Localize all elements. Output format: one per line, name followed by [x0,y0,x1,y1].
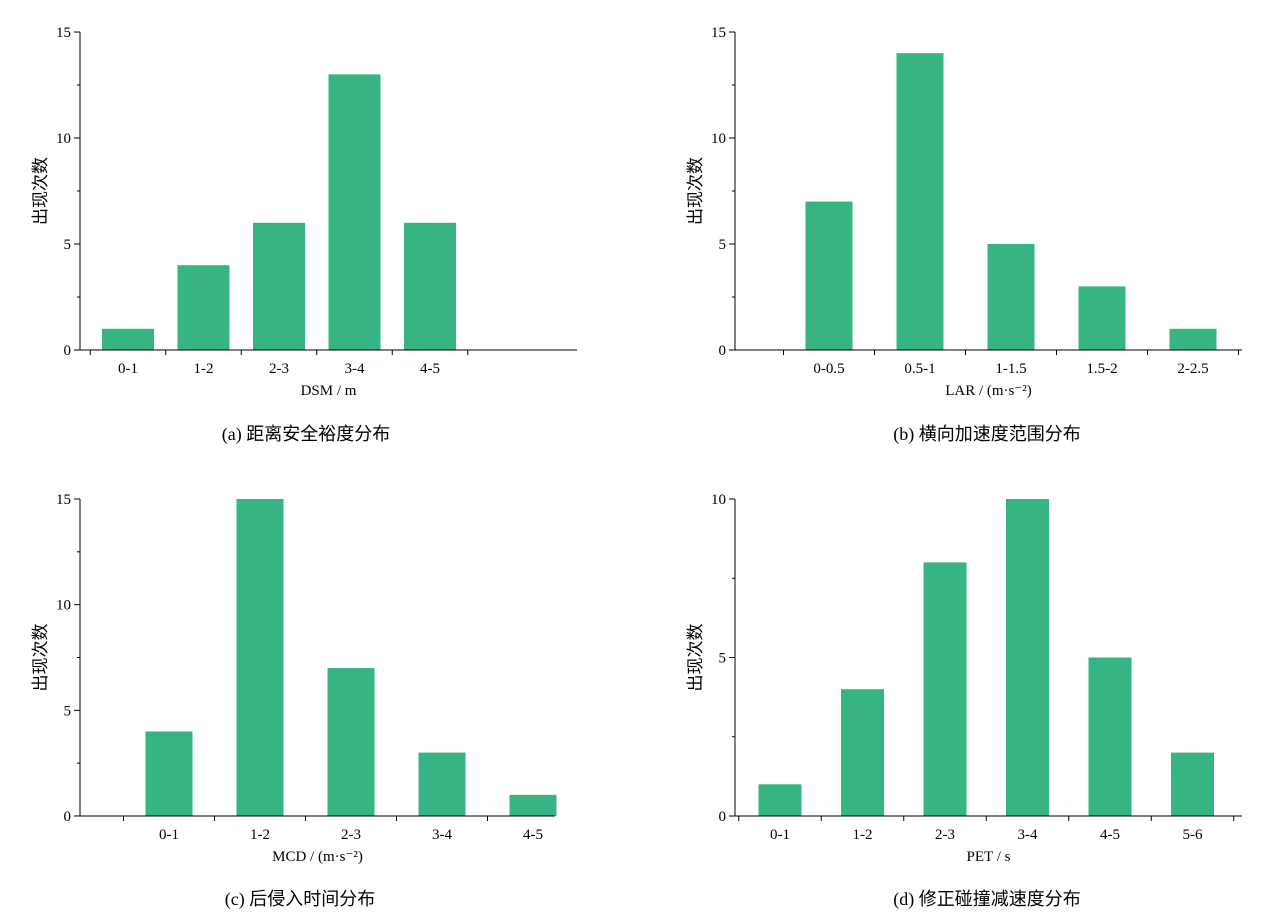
x-tick-label: 3-4 [432,827,452,843]
bar-0.5-1 [896,53,944,350]
bar-1.5-2 [1078,286,1126,350]
y-tick-label: 0 [719,809,727,825]
y-tick-label: 15 [56,25,71,41]
y-tick-label: 10 [711,131,726,147]
bar-1-2 [236,499,284,816]
bar-3-4 [328,74,381,351]
y-axis-label: 出现次数 [31,624,50,692]
x-tick-label: 0-1 [118,361,138,377]
panel-caption: (c) 后侵入时间分布 [225,889,375,910]
x-tick-label: 5-6 [1183,827,1203,843]
bar-4-5 [1088,657,1132,816]
x-tick-label: 4-5 [420,361,440,377]
x-tick-label: 2-3 [341,827,361,843]
bar-1-2 [841,689,884,816]
x-tick-label: 1-2 [250,827,270,843]
x-tick-label: 3-4 [345,361,365,377]
bar-4-5 [404,222,456,350]
bar-5-6 [1171,752,1214,816]
x-tick-label: 4-5 [1100,827,1120,843]
x-tick-label: 2-2.5 [1177,361,1208,377]
chart-panel-d: 0 5 10 0-1 1-2 2-3 3-4 4-5 5-6 PET / s 出现次数 (d) 修正碰… [686,492,1242,910]
y-tick-label: 5 [719,651,727,667]
x-tick-label: 1-1.5 [995,361,1026,377]
chart-panel-b: 0 5 10 15 0-0.5 0.5-1 1-1.5 1.5-2 2-2.5 LAR / (m·… [686,25,1242,445]
y-tick-label: 15 [711,25,726,41]
y-tick-label: 5 [64,703,72,719]
x-tick-label: 4-5 [523,827,543,843]
bar-0-1 [145,731,193,816]
bar-3-4 [1006,499,1049,816]
x-tick-label: 0-0.5 [813,361,844,377]
bar-2-3 [923,562,967,816]
y-tick-label: 10 [56,131,71,147]
y-tick-label: 5 [64,237,72,253]
x-tick-label: 1-2 [853,827,873,843]
y-axis-label: 出现次数 [686,157,705,225]
bar-1-2 [177,265,230,350]
y-tick-label: 0 [719,343,727,359]
x-tick-label: 1-2 [194,361,214,377]
x-axis-label: PET / s [967,849,1011,865]
x-tick-label: 0-1 [159,827,179,843]
y-tick-label: 10 [711,492,726,508]
y-tick-label: 15 [56,492,71,508]
x-tick-label: 2-3 [269,361,289,377]
y-axis-label: 出现次数 [31,157,50,225]
panel-caption: (b) 横向加速度范围分布 [893,424,1081,445]
bar-0-1 [102,328,154,350]
x-axis-label: MCD / (m·s⁻²) [272,849,363,865]
bar-0-1 [758,784,802,816]
y-axis-label: 出现次数 [686,624,705,692]
bar-2-2.5 [1169,328,1217,350]
bar-3-4 [418,752,466,816]
bar-1-1.5 [987,244,1035,350]
panel-caption: (a) 距离安全裕度分布 [222,424,390,445]
x-tick-label: 1.5-2 [1086,361,1117,377]
x-tick-label: 2-3 [935,827,955,843]
y-tick-label: 0 [64,343,72,359]
x-tick-label: 0.5-1 [904,361,935,377]
y-tick-label: 5 [719,237,727,253]
chart-panel-c: 0 5 10 15 0-1 1-2 2-3 3-4 4-5 MCD / (m·s⁻²) 出现次数 (c… [31,492,557,910]
bar-2-3 [327,668,375,816]
y-tick-label: 0 [64,809,72,825]
x-axis-label: LAR / (m·s⁻²) [945,383,1032,399]
bar-2-3 [253,222,305,350]
panel-caption: (d) 修正碰撞减速度分布 [893,889,1081,910]
chart-panel-a: 0 5 10 15 0-1 1-2 2-3 3-4 4-5 DSM / m 出现次数 (a) 距离安全… [31,25,577,445]
bar-0-0.5 [805,201,853,350]
y-tick-label: 10 [56,598,71,614]
bar-4-5 [509,794,557,816]
x-tick-label: 0-1 [770,827,790,843]
x-tick-label: 3-4 [1018,827,1038,843]
x-axis-label: DSM / m [301,383,357,399]
